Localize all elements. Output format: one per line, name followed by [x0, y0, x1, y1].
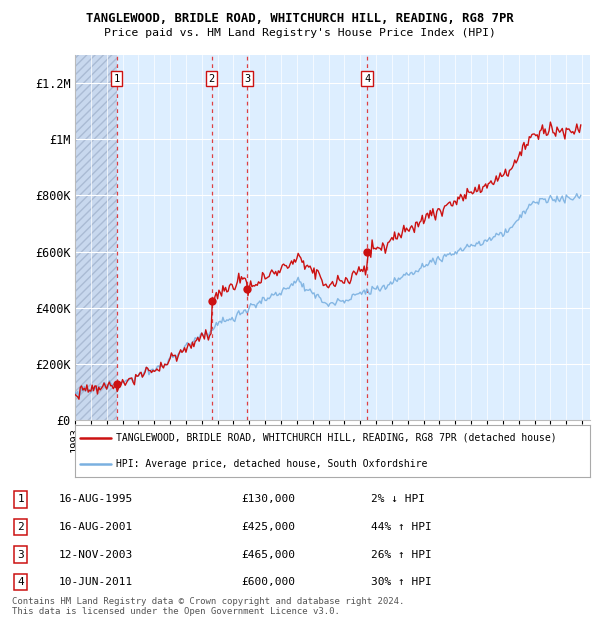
Text: TANGLEWOOD, BRIDLE ROAD, WHITCHURCH HILL, READING, RG8 7PR (detached house): TANGLEWOOD, BRIDLE ROAD, WHITCHURCH HILL…: [116, 433, 557, 443]
Text: 2: 2: [17, 522, 24, 532]
Text: 4: 4: [364, 74, 370, 84]
Text: Contains HM Land Registry data © Crown copyright and database right 2024.
This d: Contains HM Land Registry data © Crown c…: [12, 596, 404, 616]
Text: £425,000: £425,000: [241, 522, 295, 532]
Text: 10-JUN-2011: 10-JUN-2011: [59, 577, 133, 587]
Text: 16-AUG-1995: 16-AUG-1995: [59, 494, 133, 505]
Text: 12-NOV-2003: 12-NOV-2003: [59, 549, 133, 560]
Text: £600,000: £600,000: [241, 577, 295, 587]
Text: 3: 3: [17, 549, 24, 560]
Text: 3: 3: [244, 74, 250, 84]
Text: 44% ↑ HPI: 44% ↑ HPI: [371, 522, 431, 532]
Text: 1: 1: [17, 494, 24, 505]
Text: Price paid vs. HM Land Registry's House Price Index (HPI): Price paid vs. HM Land Registry's House …: [104, 28, 496, 38]
Bar: [75, 55, 116, 420]
Text: 4: 4: [17, 577, 24, 587]
Text: 2% ↓ HPI: 2% ↓ HPI: [371, 494, 425, 505]
Text: 16-AUG-2001: 16-AUG-2001: [59, 522, 133, 532]
Text: 26% ↑ HPI: 26% ↑ HPI: [371, 549, 431, 560]
Text: £465,000: £465,000: [241, 549, 295, 560]
Text: 1: 1: [113, 74, 119, 84]
Text: £130,000: £130,000: [241, 494, 295, 505]
Text: 2: 2: [208, 74, 215, 84]
Text: HPI: Average price, detached house, South Oxfordshire: HPI: Average price, detached house, Sout…: [116, 459, 428, 469]
Text: 30% ↑ HPI: 30% ↑ HPI: [371, 577, 431, 587]
Text: TANGLEWOOD, BRIDLE ROAD, WHITCHURCH HILL, READING, RG8 7PR: TANGLEWOOD, BRIDLE ROAD, WHITCHURCH HILL…: [86, 12, 514, 25]
